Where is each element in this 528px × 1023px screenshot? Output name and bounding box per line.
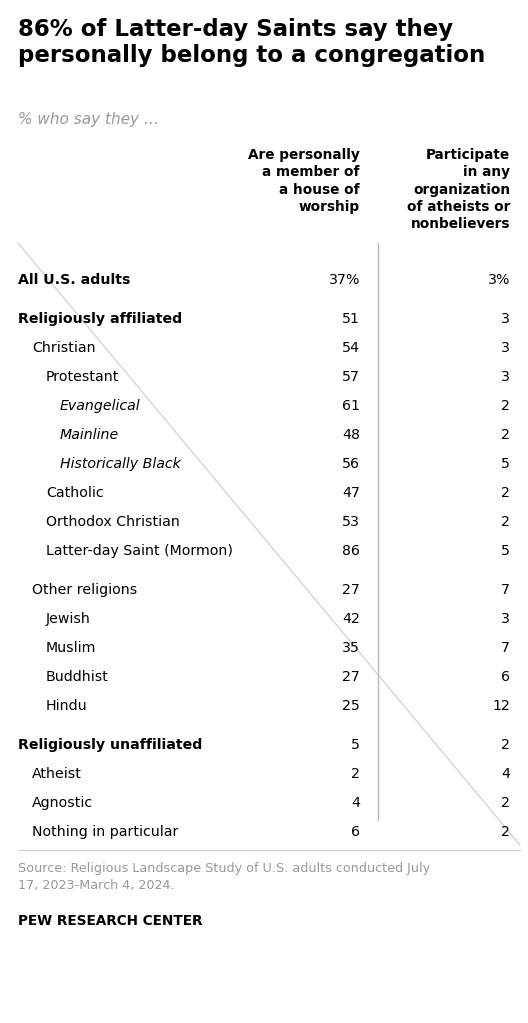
Text: 2: 2 [501,428,510,442]
Text: Religiously unaffiliated: Religiously unaffiliated [18,738,202,752]
Text: Christian: Christian [32,341,96,355]
Text: Orthodox Christian: Orthodox Christian [46,515,180,529]
Text: 2: 2 [501,738,510,752]
Text: Religiously affiliated: Religiously affiliated [18,312,182,326]
Text: Catholic: Catholic [46,486,103,500]
Text: Muslim: Muslim [46,641,97,655]
Text: 25: 25 [342,699,360,713]
Text: 42: 42 [342,612,360,626]
Text: 53: 53 [342,515,360,529]
Text: 5: 5 [351,738,360,752]
Text: Jewish: Jewish [46,612,91,626]
Text: 7: 7 [501,583,510,597]
Text: All U.S. adults: All U.S. adults [18,273,130,287]
Text: 6: 6 [351,825,360,839]
Text: Nothing in particular: Nothing in particular [32,825,178,839]
Text: 3%: 3% [488,273,510,287]
Text: 4: 4 [351,796,360,810]
Text: 37%: 37% [328,273,360,287]
Text: 2: 2 [501,486,510,500]
Text: 56: 56 [342,457,360,471]
Text: Other religions: Other religions [32,583,137,597]
Text: Protestant: Protestant [46,370,119,384]
Text: Are personally
a member of
a house of
worship: Are personally a member of a house of wo… [248,148,360,214]
Text: 2: 2 [501,796,510,810]
Text: Hindu: Hindu [46,699,88,713]
Text: Atheist: Atheist [32,767,82,781]
Text: 2: 2 [501,515,510,529]
Text: 86% of Latter-day Saints say they
personally belong to a congregation: 86% of Latter-day Saints say they person… [18,18,485,66]
Text: 12: 12 [492,699,510,713]
Text: 2: 2 [501,399,510,413]
Text: 3: 3 [501,612,510,626]
Text: Participate
in any
organization
of atheists or
nonbelievers: Participate in any organization of athei… [407,148,510,231]
Text: 3: 3 [501,370,510,384]
Text: % who say they …: % who say they … [18,112,159,127]
Text: Agnostic: Agnostic [32,796,93,810]
Text: 4: 4 [501,767,510,781]
Text: 47: 47 [342,486,360,500]
Text: 27: 27 [342,670,360,684]
Text: Mainline: Mainline [60,428,119,442]
Text: 7: 7 [501,641,510,655]
Text: 35: 35 [342,641,360,655]
Text: 3: 3 [501,312,510,326]
Text: 6: 6 [501,670,510,684]
Text: 54: 54 [342,341,360,355]
Text: 3: 3 [501,341,510,355]
Text: Evangelical: Evangelical [60,399,140,413]
Text: 86: 86 [342,544,360,558]
Text: 57: 57 [342,370,360,384]
Text: 5: 5 [501,544,510,558]
Text: PEW RESEARCH CENTER: PEW RESEARCH CENTER [18,914,203,928]
Text: 2: 2 [351,767,360,781]
Text: Historically Black: Historically Black [60,457,181,471]
Text: 2: 2 [501,825,510,839]
Text: 27: 27 [342,583,360,597]
Text: Latter-day Saint (Mormon): Latter-day Saint (Mormon) [46,544,233,558]
Text: 61: 61 [342,399,360,413]
Text: 5: 5 [501,457,510,471]
Text: 48: 48 [342,428,360,442]
Text: 51: 51 [342,312,360,326]
Text: Buddhist: Buddhist [46,670,109,684]
Text: Source: Religious Landscape Study of U.S. adults conducted July
17, 2023-March 4: Source: Religious Landscape Study of U.S… [18,862,430,892]
